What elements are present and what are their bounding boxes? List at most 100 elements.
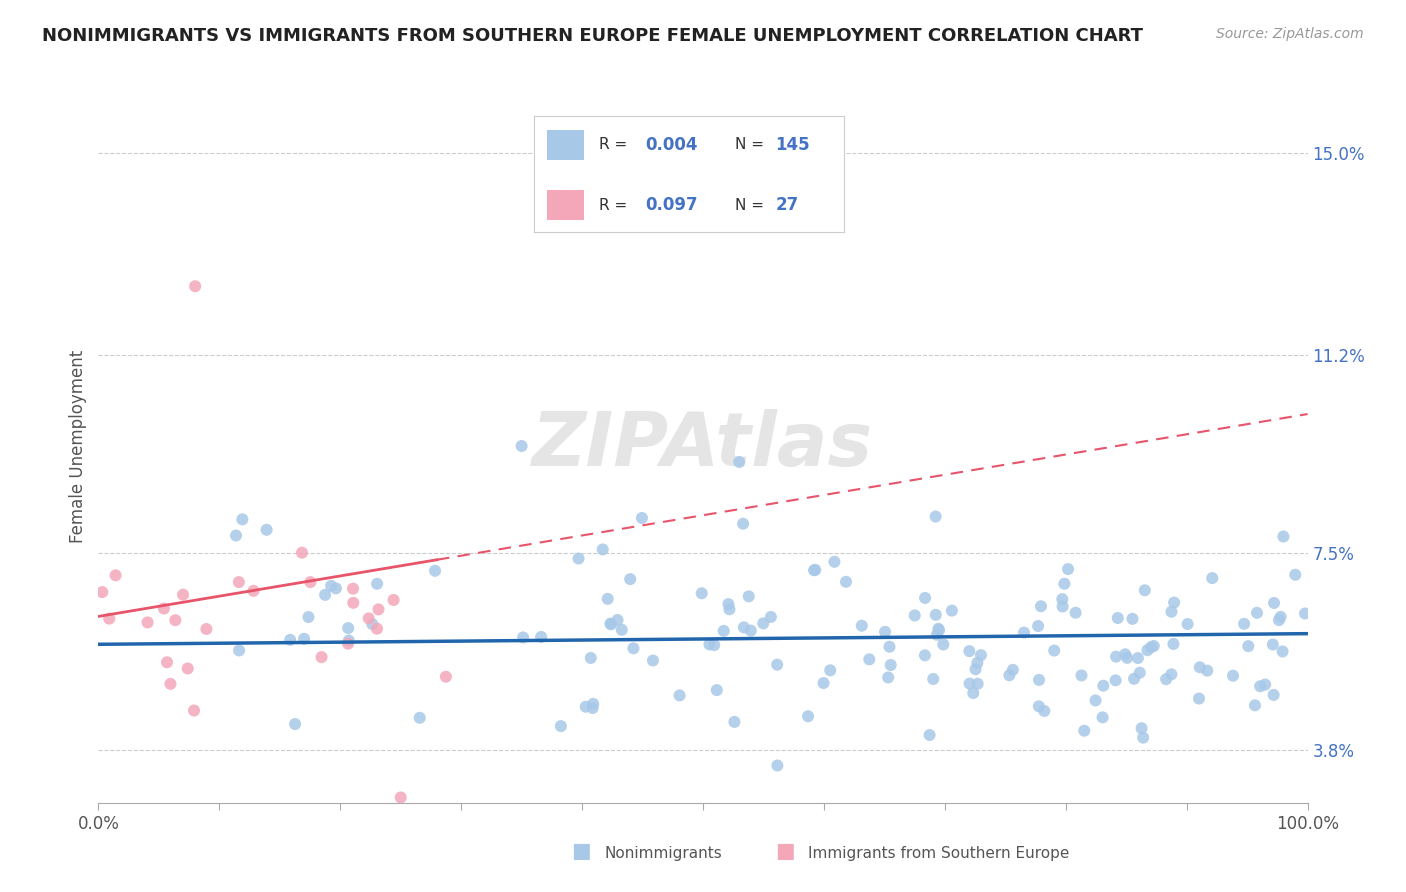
Point (91, 585, 114, 599)
Point (177, 661, 200, 675)
Point (367, 602, 389, 616)
Text: NONIMMIGRANTS VS IMMIGRANTS FROM SOUTHERN EUROPE FEMALE UNEMPLOYMENT CORRELATION: NONIMMIGRANTS VS IMMIGRANTS FROM SOUTHER… (42, 27, 1143, 45)
Point (1028, 699, 1050, 714)
Point (914, 591, 936, 605)
Point (1294, 607, 1316, 621)
Text: 0.097: 0.097 (645, 196, 699, 214)
Point (1107, 611, 1129, 625)
Point (575, 699, 598, 714)
Point (740, 624, 762, 638)
Point (1143, 639, 1166, 653)
Point (600, 617, 623, 632)
Point (599, 616, 621, 631)
Point (880, 658, 903, 673)
Point (337, 633, 360, 648)
Point (723, 714, 745, 729)
Point (718, 602, 741, 616)
Point (231, 512, 253, 526)
Text: 27: 27 (776, 196, 799, 214)
Point (766, 758, 789, 772)
Point (1033, 704, 1056, 718)
Text: 0.004: 0.004 (645, 136, 699, 154)
Point (803, 563, 825, 577)
Point (932, 638, 955, 652)
Text: ZIPAtlas: ZIPAtlas (533, 409, 873, 483)
Point (925, 607, 948, 622)
Point (409, 711, 432, 725)
Point (510, 439, 533, 453)
Point (717, 597, 740, 611)
Point (104, 568, 127, 582)
Point (256, 523, 278, 537)
Point (382, 593, 405, 607)
Point (1130, 721, 1153, 735)
Point (879, 640, 901, 654)
Point (172, 588, 194, 602)
Point (1133, 583, 1156, 598)
Point (1012, 625, 1035, 640)
Point (592, 542, 614, 557)
Point (596, 591, 619, 606)
Point (1057, 562, 1080, 576)
Point (668, 689, 690, 703)
Point (699, 637, 721, 651)
Point (1154, 672, 1177, 686)
Point (1270, 610, 1292, 624)
Point (1284, 567, 1306, 582)
Point (1104, 673, 1126, 688)
Point (1188, 660, 1211, 674)
Point (342, 596, 364, 610)
Point (1268, 613, 1291, 627)
Point (297, 610, 319, 624)
Point (970, 648, 993, 662)
Point (1028, 673, 1050, 687)
Point (1029, 599, 1052, 614)
Point (98, 612, 121, 626)
Point (813, 676, 835, 690)
Point (361, 617, 384, 632)
Point (184, 279, 207, 293)
Point (159, 677, 181, 691)
Point (165, 613, 187, 627)
Point (1222, 669, 1244, 683)
Point (1163, 637, 1185, 651)
Point (738, 590, 761, 604)
Point (567, 551, 589, 566)
Point (962, 686, 984, 700)
Point (1091, 710, 1114, 724)
Text: Nonimmigrants: Nonimmigrants (605, 846, 723, 861)
Point (804, 563, 827, 577)
Point (1052, 599, 1074, 614)
Point (550, 719, 572, 733)
Point (918, 728, 941, 742)
Point (1116, 651, 1139, 665)
Point (1070, 668, 1092, 682)
Point (966, 656, 988, 670)
Point (1043, 643, 1066, 657)
Point (927, 622, 949, 636)
Point (959, 676, 981, 690)
Point (156, 655, 179, 669)
Point (1026, 619, 1049, 633)
Point (582, 697, 605, 711)
Text: ■: ■ (571, 841, 591, 861)
Point (1126, 651, 1149, 665)
Text: N =: N = (735, 198, 769, 213)
Point (1263, 688, 1285, 702)
Point (579, 651, 602, 665)
Point (291, 546, 314, 560)
Point (1136, 643, 1159, 657)
Point (1092, 679, 1115, 693)
Point (195, 622, 218, 636)
Point (928, 624, 950, 638)
Point (904, 608, 927, 623)
Point (922, 672, 945, 686)
Point (1001, 663, 1024, 677)
Point (818, 663, 841, 677)
Point (1053, 576, 1076, 591)
Point (183, 704, 205, 718)
Point (136, 615, 159, 630)
Point (284, 717, 307, 731)
Point (366, 622, 388, 636)
Text: Immigrants from Southern Europe: Immigrants from Southern Europe (808, 846, 1070, 861)
